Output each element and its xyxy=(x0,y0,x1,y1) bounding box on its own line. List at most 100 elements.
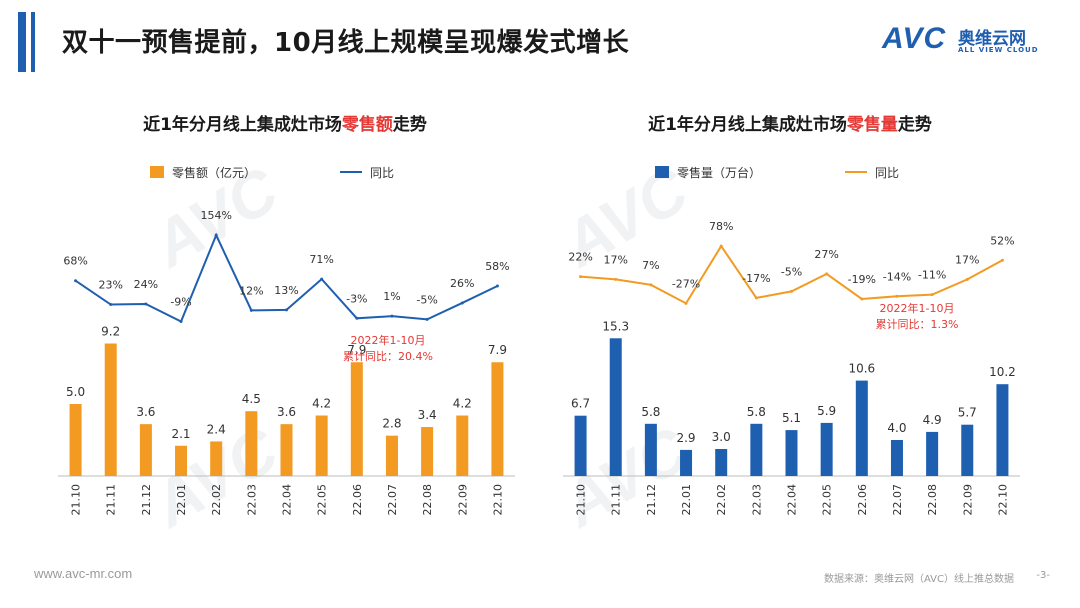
yoy-value-label: 24% xyxy=(134,278,158,291)
brand-name-cn: 奥维云网 xyxy=(958,29,1026,49)
bar-value-label: 3.6 xyxy=(136,405,155,419)
x-tick-label: 21.10 xyxy=(70,484,83,516)
x-tick-label: 22.10 xyxy=(996,484,1009,516)
bar xyxy=(609,338,622,476)
yoy-point xyxy=(965,277,969,281)
yoy-point xyxy=(144,302,148,306)
x-tick-label: 22.01 xyxy=(680,484,693,516)
bar xyxy=(644,423,657,476)
yoy-value-label: 27% xyxy=(814,248,838,261)
bar-value-label: 10.2 xyxy=(989,365,1016,379)
yoy-point xyxy=(249,308,253,312)
yoy-point xyxy=(179,319,183,323)
chart-svg: 零售额（亿元） 同比 5.0 21.10 9.2 21.11 3.6 21.12 2.1 22.0… xyxy=(58,165,515,516)
yoy-value-label: -17% xyxy=(742,272,770,285)
bar xyxy=(890,440,903,476)
bar xyxy=(315,415,328,476)
bar-value-label: 4.0 xyxy=(887,421,906,435)
bar xyxy=(456,415,469,476)
x-tick-label: 22.07 xyxy=(386,484,399,516)
yoy-value-label: -19% xyxy=(848,273,876,286)
yoy-point xyxy=(649,283,653,287)
yoy-value-label: 17% xyxy=(604,253,628,266)
x-tick-label: 21.10 xyxy=(575,484,588,516)
bar xyxy=(574,415,587,476)
x-tick-label: 22.09 xyxy=(456,484,469,516)
bar-value-label: 3.6 xyxy=(277,405,296,419)
x-tick-label: 21.12 xyxy=(645,484,658,516)
yoy-value-label: 7% xyxy=(642,259,659,272)
brand-mark: AVC xyxy=(882,22,947,55)
bar-value-label: 2.8 xyxy=(382,417,401,431)
bar-value-label: 5.1 xyxy=(782,411,801,425)
yoy-value-label: 154% xyxy=(200,209,231,222)
yoy-point xyxy=(425,317,429,321)
yoy-value-label: 78% xyxy=(709,220,733,233)
yoy-point xyxy=(355,316,359,320)
legend-label-line: 同比 xyxy=(370,166,394,180)
yoy-point xyxy=(895,294,899,298)
bar-value-label: 2.9 xyxy=(676,431,695,445)
yoy-value-label: 68% xyxy=(63,255,87,268)
x-tick-label: 22.06 xyxy=(351,484,364,516)
brand-logo: AVC 奥维云网 ALL VIEW CLOUD xyxy=(882,22,1052,58)
chart-title: 近1年分月线上集成灶市场零售量走势 xyxy=(648,115,932,135)
bar xyxy=(245,411,258,476)
yoy-point xyxy=(495,284,499,288)
yoy-value-label: -27% xyxy=(672,277,700,290)
yoy-point xyxy=(930,293,934,297)
bar-value-label: 5.8 xyxy=(747,405,766,419)
bar xyxy=(350,362,363,476)
x-tick-label: 22.03 xyxy=(245,484,258,516)
yoy-value-label: 52% xyxy=(990,234,1014,247)
bar-value-label: 5.7 xyxy=(958,406,977,420)
annotation-line-1: 2022年1-10月 xyxy=(880,301,955,315)
page-title: 双十一预售提前，10月线上规模呈现爆发式增长 xyxy=(62,28,630,58)
bar-value-label: 9.2 xyxy=(101,325,120,339)
x-tick-label: 22.05 xyxy=(316,484,329,516)
annotation-line-1: 2022年1-10月 xyxy=(351,333,426,347)
x-tick-label: 22.09 xyxy=(961,484,974,516)
legend: 零售量（万台） 同比 xyxy=(655,165,899,180)
bar xyxy=(139,424,152,476)
yoy-point xyxy=(684,301,688,305)
bar xyxy=(855,380,868,476)
bar xyxy=(715,449,728,476)
bar-value-label: 4.9 xyxy=(923,413,942,427)
yoy-value-label: 71% xyxy=(309,253,333,266)
yoy-point xyxy=(109,303,113,307)
yoy-point xyxy=(320,277,324,281)
bar xyxy=(820,422,833,476)
x-tick-label: 22.02 xyxy=(715,484,728,516)
legend-label-bar: 零售量（万台） xyxy=(677,165,761,180)
yoy-value-label: -9% xyxy=(170,295,191,308)
legend-label-line: 同比 xyxy=(875,166,899,180)
x-tick-label: 22.04 xyxy=(281,484,294,516)
yoy-point xyxy=(579,275,583,279)
x-tick-label: 22.10 xyxy=(491,484,504,516)
bar-value-label: 2.1 xyxy=(171,427,190,441)
yoy-value-label: 23% xyxy=(99,279,123,292)
x-tick-label: 22.07 xyxy=(891,484,904,516)
x-tick-label: 21.11 xyxy=(105,484,118,516)
website-url: www.avc-mr.com xyxy=(34,566,133,581)
yoy-value-label: -5% xyxy=(416,293,437,306)
yoy-value-label: 26% xyxy=(450,277,474,290)
legend-label-bar: 零售额（亿元） xyxy=(172,165,256,180)
x-tick-label: 21.11 xyxy=(610,484,623,516)
bar xyxy=(996,384,1009,476)
yoy-value-label: -3% xyxy=(346,292,367,305)
x-tick-label: 22.08 xyxy=(421,484,434,516)
yoy-point xyxy=(460,301,464,305)
x-tick-label: 22.02 xyxy=(210,484,223,516)
yoy-point xyxy=(790,289,793,293)
bar xyxy=(785,430,798,476)
bar-value-label: 15.3 xyxy=(602,319,629,333)
bar xyxy=(385,435,398,476)
x-tick-label: 22.06 xyxy=(856,484,869,516)
bar-value-label: 6.7 xyxy=(571,397,590,411)
bar xyxy=(104,343,117,476)
yoy-point xyxy=(860,297,864,301)
